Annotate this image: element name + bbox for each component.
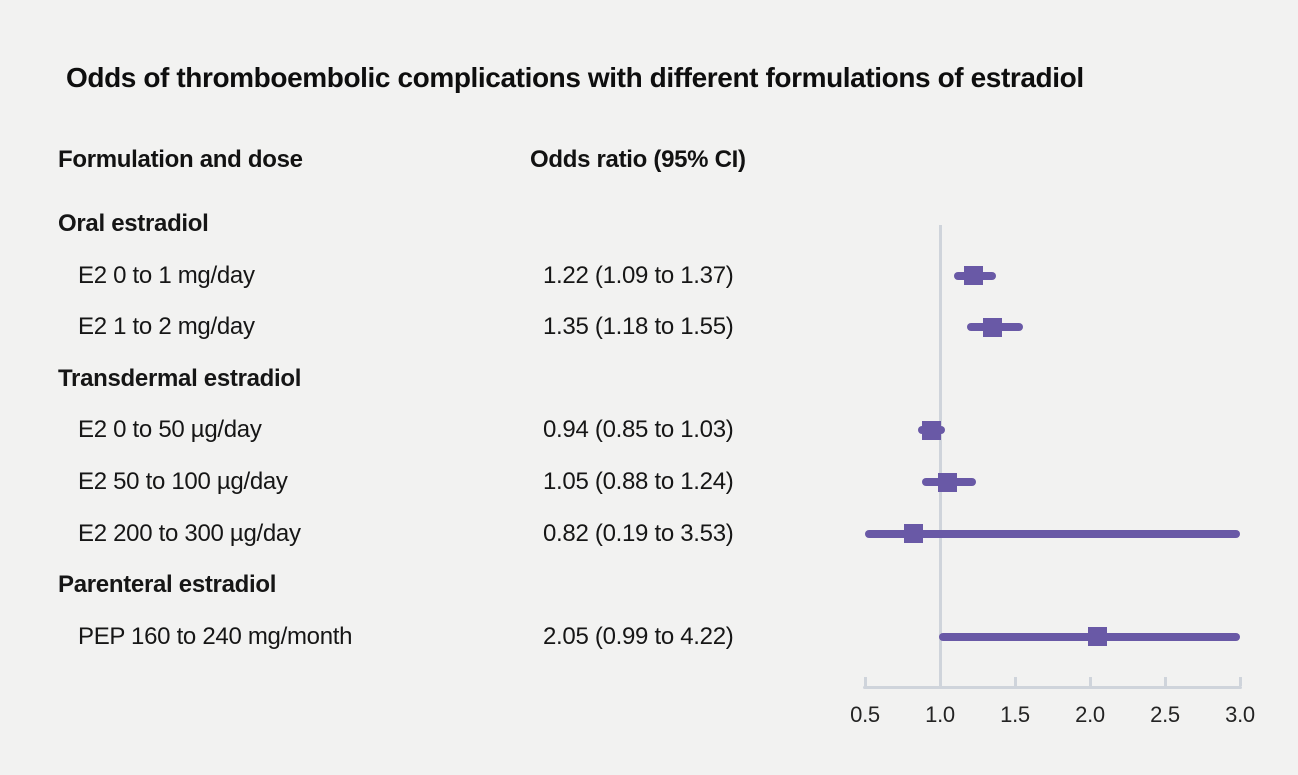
x-axis-line — [863, 685, 1242, 689]
odds-ratio-value: 0.94 (0.85 to 1.03) — [543, 416, 734, 444]
group-label: Oral estradiol — [58, 210, 209, 237]
chart-title: Odds of thromboembolic complications wit… — [66, 62, 1084, 93]
column-header-formulation: Formulation and dose — [58, 146, 303, 173]
column-header-odds-ratio: Odds ratio (95% CI) — [530, 146, 746, 173]
item-label: E2 0 to 1 mg/day — [78, 261, 255, 289]
x-axis-tick — [1163, 676, 1167, 686]
item-label: E2 0 to 50 µg/day — [78, 416, 262, 444]
odds-ratio-value: 2.05 (0.99 to 4.22) — [543, 622, 734, 650]
point-estimate-marker — [921, 420, 941, 440]
point-estimate-marker — [963, 266, 983, 286]
item-label: E2 1 to 2 mg/day — [78, 313, 255, 341]
x-axis-tick — [1088, 676, 1092, 686]
x-axis-tick-label: 1.5 — [1000, 702, 1030, 727]
x-axis-tick-label: 3.0 — [1225, 702, 1255, 727]
x-axis-tick-label: 1.0 — [925, 702, 955, 727]
item-label: E2 200 to 300 µg/day — [78, 519, 301, 547]
odds-ratio-value: 1.05 (0.88 to 1.24) — [543, 468, 734, 495]
point-estimate-marker — [938, 472, 957, 492]
point-estimate-marker — [903, 524, 923, 544]
odds-ratio-value: 1.35 (1.18 to 1.55) — [543, 313, 734, 341]
item-label: PEP 160 to 240 mg/month — [78, 622, 353, 650]
x-axis-tick-label: 2.5 — [1150, 702, 1180, 727]
x-axis-tick-label: 0.5 — [850, 702, 880, 727]
x-axis-tick — [1013, 676, 1017, 686]
group-label: Transdermal estradiol — [58, 364, 302, 392]
odds-ratio-value: 1.22 (1.09 to 1.37) — [543, 261, 734, 289]
x-axis-tick-label: 2.0 — [1075, 702, 1105, 727]
group-label: Parenteral estradiol — [58, 571, 277, 599]
point-estimate-marker — [983, 317, 1002, 337]
x-axis-tick — [1238, 676, 1242, 686]
x-axis-tick — [863, 676, 867, 686]
ci-bar — [865, 529, 1240, 538]
item-label: E2 50 to 100 µg/day — [78, 468, 288, 495]
x-axis-tick — [938, 676, 942, 686]
reference-line — [938, 225, 942, 688]
point-estimate-marker — [1088, 627, 1107, 647]
odds-ratio-value: 0.82 (0.19 to 3.53) — [543, 519, 734, 547]
